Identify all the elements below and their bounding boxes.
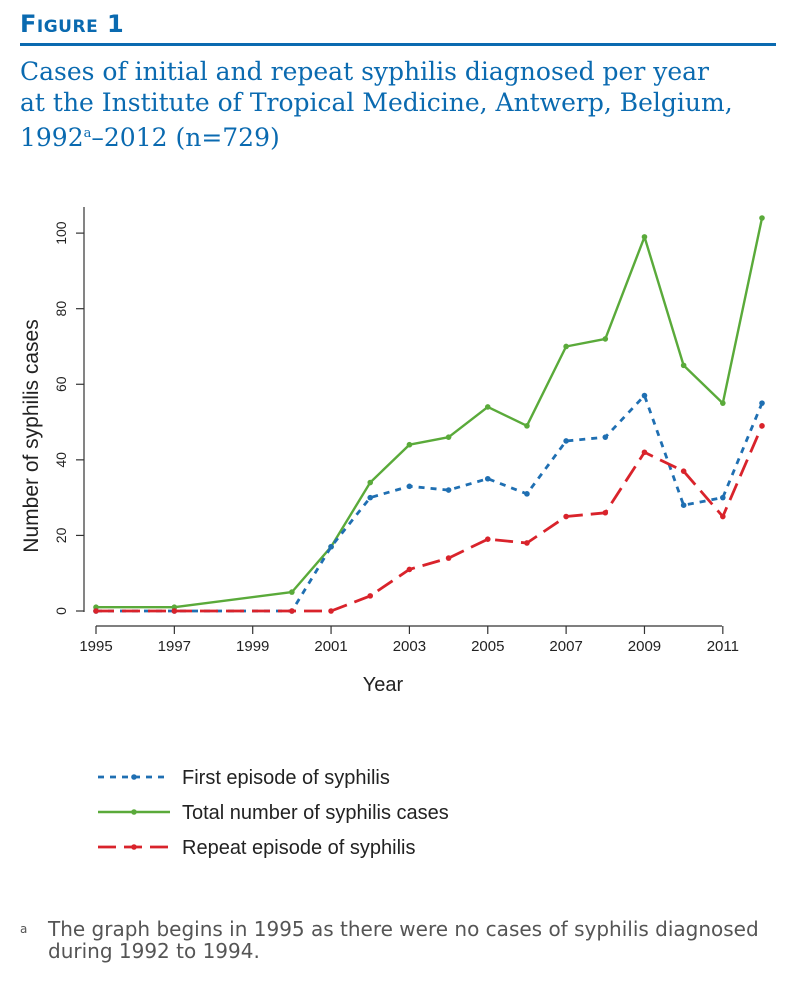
series-first (93, 392, 765, 614)
data-point-repeat (367, 593, 374, 599)
figure-title: Cases of initial and repeat syphilis dia… (20, 56, 780, 153)
x-tick-label: 2001 (314, 638, 347, 655)
data-point-total (524, 423, 530, 429)
data-point-total (720, 400, 726, 406)
data-point-total (484, 404, 491, 410)
data-point-total (563, 343, 569, 350)
data-point-total (406, 441, 413, 448)
data-point-repeat (524, 540, 530, 546)
x-tick-label: 1999 (236, 638, 269, 655)
x-tick-label: 2009 (628, 638, 661, 655)
data-point-first (445, 487, 452, 493)
data-point-repeat (602, 509, 609, 516)
data-point-repeat (563, 513, 569, 520)
line-chart: 0 20 40 60 80 100 1995 1997 1999 2001 2003 2005 2007… (20, 207, 765, 859)
data-point-repeat (289, 608, 295, 614)
x-tick-label: 2005 (471, 638, 504, 655)
legend-label-repeat: Repeat episode of syphilis (182, 837, 415, 859)
data-point-first (759, 400, 765, 406)
series-line-total (96, 217, 764, 609)
footnote-text: The graph begins in 1995 as there were n… (48, 917, 759, 963)
legend-marker-total (131, 809, 137, 815)
footnote-mark: a (20, 922, 28, 936)
chart-axes: 0 20 40 60 80 100 1995 1997 1999 2001 2003 2005 2007… (53, 207, 739, 655)
title-line-2: at the Institute of Tropical Medicine, A… (20, 88, 733, 117)
data-point-repeat (641, 449, 648, 456)
title-rule (20, 43, 776, 46)
data-point-total (289, 589, 295, 595)
chart-legend: First episode of syphilis Total number of… (98, 767, 449, 859)
data-point-first (484, 475, 491, 482)
x-tick-label: 2007 (549, 638, 582, 655)
x-tick-label: 1997 (158, 638, 191, 655)
title-year-end: –2012 (n=729) (91, 123, 280, 152)
data-point-first (406, 483, 413, 490)
title-line-3: 1992a–2012 (n=729) (20, 118, 780, 153)
legend-label-total: Total number of syphilis cases (182, 802, 449, 824)
data-point-first (602, 434, 609, 440)
data-point-repeat (680, 468, 687, 474)
y-tick-label: 60 (53, 376, 69, 392)
y-tick-label: 80 (53, 301, 69, 317)
data-point-repeat (93, 608, 99, 614)
data-point-first (680, 502, 687, 508)
y-axis-title: Number of syphilis cases (20, 319, 43, 552)
data-point-first (328, 543, 334, 550)
legend-marker-first (131, 774, 137, 780)
chart-series (93, 215, 765, 614)
data-point-repeat (171, 608, 178, 614)
x-tick-label: 2011 (707, 638, 739, 655)
series-total (93, 215, 765, 611)
legend-item-repeat: Repeat episode of syphilis (98, 837, 415, 859)
y-tick-label: 20 (53, 527, 69, 543)
data-point-repeat (759, 423, 765, 429)
legend-label-first: First episode of syphilis (182, 767, 390, 789)
x-tick-label: 1995 (79, 638, 112, 655)
data-point-first (524, 491, 530, 497)
legend-item-first: First episode of syphilis (98, 767, 390, 789)
legend-marker-repeat (131, 844, 137, 850)
data-point-total (680, 362, 687, 369)
data-point-total (445, 434, 452, 440)
title-line-1: Cases of initial and repeat syphilis dia… (20, 57, 709, 86)
title-year-start: 1992 (20, 123, 84, 152)
data-point-total (759, 215, 765, 221)
data-point-first (563, 438, 569, 444)
data-point-repeat (484, 536, 491, 543)
data-point-first (641, 392, 648, 399)
figure-label: Figure 1 (20, 10, 125, 38)
data-point-first (367, 494, 374, 501)
data-point-total (641, 234, 648, 240)
series-line-repeat (96, 425, 764, 613)
x-axis-title: Year (363, 674, 404, 696)
data-point-repeat (720, 513, 726, 520)
title-footnote-mark: a (83, 126, 92, 141)
x-tick-label: 2003 (393, 638, 426, 655)
legend-item-total: Total number of syphilis cases (98, 802, 449, 824)
y-tick-label: 40 (53, 452, 69, 468)
y-tick-label: 100 (53, 221, 69, 245)
data-point-total (602, 336, 609, 342)
data-point-first (720, 494, 726, 501)
data-point-repeat (328, 608, 334, 614)
series-repeat (93, 423, 765, 614)
y-tick-label: 0 (53, 607, 69, 615)
data-point-repeat (406, 566, 413, 573)
series-line-first (96, 394, 764, 613)
data-point-repeat (445, 555, 452, 561)
data-point-total (367, 479, 374, 486)
